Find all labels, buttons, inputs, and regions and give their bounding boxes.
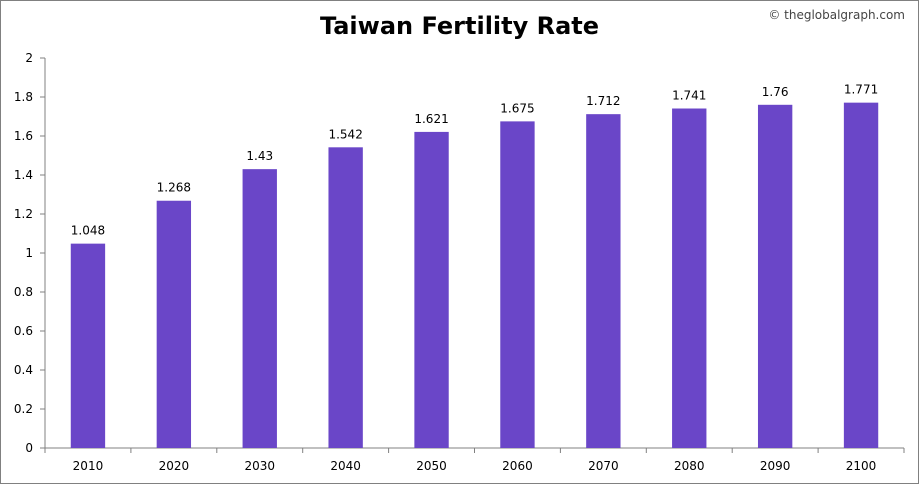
x-tick-label: 2050 xyxy=(416,459,447,473)
x-tick-label: 2060 xyxy=(502,459,533,473)
y-tick-label: 0.2 xyxy=(14,402,33,416)
data-label-2100: 1.771 xyxy=(844,83,878,97)
bar-2090 xyxy=(757,104,793,449)
x-tick-label: 2090 xyxy=(760,459,791,473)
data-label-2060: 1.675 xyxy=(500,101,534,115)
x-tick-label: 2030 xyxy=(244,459,275,473)
y-tick-label: 1.6 xyxy=(14,129,33,143)
y-tick-label: 1.4 xyxy=(14,168,33,182)
bar-2080 xyxy=(672,108,707,448)
data-label-2020: 1.268 xyxy=(157,181,191,195)
data-label-2030: 1.43 xyxy=(246,149,273,163)
chart-title: Taiwan Fertility Rate xyxy=(319,12,600,40)
y-tick-label: 0.4 xyxy=(14,363,33,377)
bar-2070 xyxy=(586,114,621,448)
y-tick-label: 0 xyxy=(25,441,33,455)
x-tick-label: 2070 xyxy=(588,459,619,473)
data-label-2040: 1.542 xyxy=(328,127,362,141)
watermark-text: © theglobalgraph.com xyxy=(768,8,905,22)
y-tick-label: 0.8 xyxy=(14,285,33,299)
y-tick-label: 1.2 xyxy=(14,207,33,221)
x-tick-label: 2080 xyxy=(674,459,705,473)
bar-2050 xyxy=(414,131,449,448)
x-tick-label: 2040 xyxy=(330,459,361,473)
data-label-2070: 1.712 xyxy=(586,94,620,108)
bar-2030 xyxy=(242,169,277,448)
x-tick-label: 2100 xyxy=(846,459,877,473)
bar-2040 xyxy=(328,147,363,448)
y-tick-label: 2 xyxy=(25,51,33,65)
data-label-2050: 1.621 xyxy=(414,112,448,126)
x-tick-label: 2020 xyxy=(159,459,190,473)
y-tick-label: 0.6 xyxy=(14,324,33,338)
data-label-2090: 1.76 xyxy=(762,85,789,99)
y-tick-label: 1 xyxy=(25,246,33,260)
chart-data-labels: 1.048 1.268 1.43 1.542 1.621 1.675 1.712 1.741 1… xyxy=(71,83,878,238)
data-label-2080: 1.741 xyxy=(672,89,706,103)
data-label-2010: 1.048 xyxy=(71,224,105,238)
bar-2100 xyxy=(843,102,879,448)
y-tick-label: 1.8 xyxy=(14,90,33,104)
bar-2020 xyxy=(156,200,192,448)
bar-2010 xyxy=(70,243,106,448)
bar-2060 xyxy=(500,121,535,448)
x-tick-label: 2010 xyxy=(73,459,104,473)
chart-bars xyxy=(70,102,879,449)
